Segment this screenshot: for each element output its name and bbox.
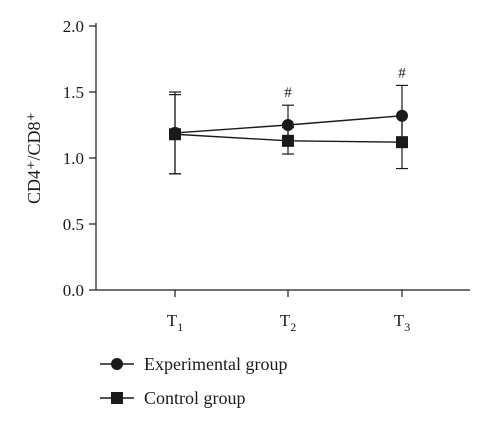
data-point-square	[169, 128, 181, 141]
x-tick-label: T2	[280, 311, 296, 334]
axes	[95, 23, 470, 291]
x-tick-subscript: 3	[404, 320, 410, 334]
y-tick-label: 2.0	[63, 17, 84, 36]
y-tick-label: 1.5	[63, 83, 84, 102]
x-tick-base: T	[167, 311, 178, 330]
significance-mark: #	[398, 65, 406, 81]
x-tick-base: T	[394, 311, 405, 330]
x-ticks: T1 T2 T3	[167, 290, 410, 334]
data-point-square	[396, 136, 408, 149]
y-tick-label: 0.5	[63, 215, 84, 234]
y-ticks: 0.0 0.5 1.0 1.5 2.0	[63, 17, 96, 300]
series	[169, 84, 408, 175]
legend-item: Control group	[100, 388, 246, 408]
y-tick-label: 1.0	[63, 149, 84, 168]
x-tick-subscript: 2	[290, 320, 296, 334]
data-point-square	[282, 134, 294, 147]
legend-circle-icon	[111, 358, 123, 370]
x-tick-subscript: 1	[177, 320, 183, 334]
y-axis-label: CD4⁺/CD8⁺	[24, 112, 44, 204]
legend: Experimental group Control group	[100, 354, 287, 408]
legend-square-icon	[111, 392, 123, 404]
y-tick-label: 0.0	[63, 281, 84, 300]
x-tick-base: T	[280, 311, 291, 330]
legend-label: Experimental group	[144, 354, 287, 374]
series-control	[169, 94, 408, 175]
significance-mark: #	[284, 85, 292, 101]
annotations: ##	[284, 65, 406, 101]
legend-label: Control group	[144, 388, 246, 408]
legend-item: Experimental group	[100, 354, 287, 374]
x-tick-label: T3	[394, 311, 410, 334]
x-tick-label: T1	[167, 311, 183, 334]
